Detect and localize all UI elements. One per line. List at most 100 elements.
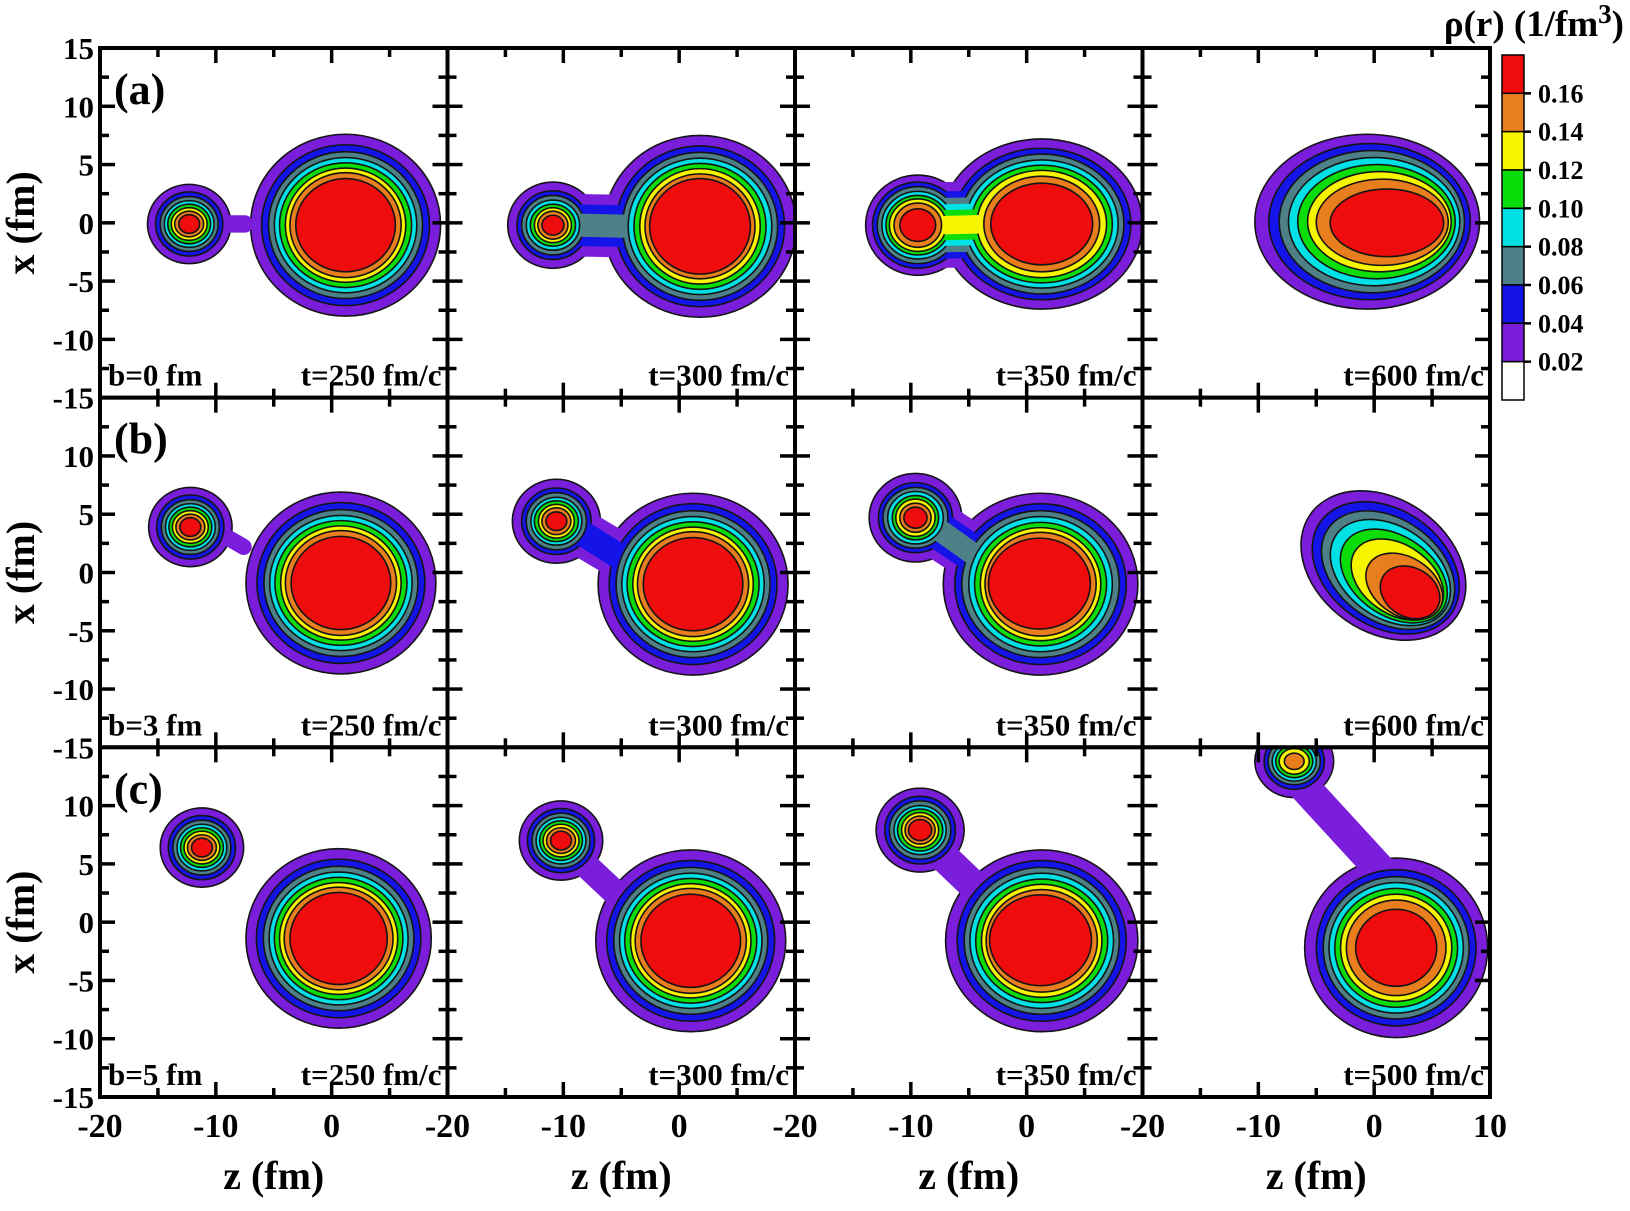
panel-letter-label: (c) xyxy=(114,764,163,813)
panel-b1 xyxy=(100,397,448,748)
panel-ticks xyxy=(447,397,795,748)
colorbar-tick-label: 0.12 xyxy=(1538,156,1584,185)
x-axis-title: z (fm) xyxy=(918,1153,1019,1198)
colorbar-segment xyxy=(1501,92,1525,133)
time-label: t=500 fm/c xyxy=(1343,1057,1484,1092)
panel-a4 xyxy=(1142,48,1490,398)
y-tick-label: -15 xyxy=(53,381,94,416)
colorbar-segment xyxy=(1501,169,1525,210)
contour-level-7 xyxy=(899,208,937,243)
time-label: t=350 fm/c xyxy=(996,707,1137,742)
x-tick-label: 0 xyxy=(671,1108,688,1145)
colorbar-segment xyxy=(1501,54,1525,95)
contour-level-7 xyxy=(989,182,1094,266)
contour-level-7 xyxy=(987,537,1092,630)
time-label: t=350 fm/c xyxy=(996,358,1137,393)
x-tick-label: -20 xyxy=(425,1108,470,1145)
colorbar-tick-label: 0.16 xyxy=(1538,79,1584,108)
colorbar-tick-label: 0.06 xyxy=(1538,271,1584,300)
contour-level-7 xyxy=(1354,908,1438,988)
contour-level-7 xyxy=(907,818,933,842)
y-tick-label: -10 xyxy=(53,322,94,357)
panel-b2 xyxy=(447,397,795,748)
y-axis-title: x (fm) xyxy=(0,171,43,274)
y-tick-label: -15 xyxy=(53,730,94,765)
panel-c1 xyxy=(100,747,448,1097)
x-tick-label: -20 xyxy=(1120,1108,1165,1145)
y-tick-label: -5 xyxy=(68,614,94,649)
time-label: t=300 fm/c xyxy=(648,1057,789,1092)
y-tick-label: 0 xyxy=(79,556,95,591)
contour-level-7 xyxy=(541,214,565,236)
x-tick-label: 0 xyxy=(1018,1108,1035,1145)
colorbar-segment xyxy=(1501,245,1525,286)
impact-parameter-label: b=5 fm xyxy=(108,1057,202,1092)
colorbar-tick-label: 0.04 xyxy=(1538,309,1584,338)
x-axis-title: z (fm) xyxy=(223,1153,324,1198)
x-tick-label: -10 xyxy=(1236,1108,1281,1145)
contour-level-7 xyxy=(190,837,214,858)
colorbar-tick-label: 0.08 xyxy=(1538,233,1584,262)
contour-level-7 xyxy=(545,511,568,532)
impact-parameter-label: b=0 fm xyxy=(108,358,202,393)
y-axis-title: x (fm) xyxy=(0,871,43,974)
contour-level-7 xyxy=(294,177,397,273)
y-tick-label: -15 xyxy=(53,1080,94,1115)
contour-level-7 xyxy=(903,506,928,530)
y-tick-label: 10 xyxy=(63,439,94,474)
x-tick-label: 0 xyxy=(323,1108,340,1145)
time-label: t=600 fm/c xyxy=(1343,707,1484,742)
contour-level-7 xyxy=(179,516,202,538)
contour-level-6 xyxy=(1283,752,1305,771)
time-label: t=600 fm/c xyxy=(1343,358,1484,393)
y-tick-label: -5 xyxy=(68,264,94,299)
panel-a2 xyxy=(447,48,795,398)
y-tick-label: 5 xyxy=(79,497,95,532)
colorbar-segment xyxy=(1501,284,1525,325)
panel-letter-label: (b) xyxy=(114,415,168,464)
y-tick-label: 5 xyxy=(79,148,95,183)
panel-a3 xyxy=(795,48,1143,398)
contour-neck-level-2 xyxy=(567,213,640,238)
panel-ticks xyxy=(795,48,1143,398)
panel-ticks xyxy=(100,48,448,398)
colorbar-title: ρ(r) (1/fm3) xyxy=(1444,0,1624,45)
panel-b3 xyxy=(795,397,1143,748)
colorbar-tick-label: 0.10 xyxy=(1538,194,1584,223)
x-tick-label: -20 xyxy=(77,1108,122,1145)
x-axis-title: z (fm) xyxy=(571,1153,672,1198)
colorbar-tick-label: 0.14 xyxy=(1538,118,1584,147)
y-tick-label: -10 xyxy=(53,672,94,707)
panel-ticks xyxy=(1142,397,1490,748)
contour-level-7 xyxy=(642,536,744,632)
time-label: t=250 fm/c xyxy=(301,707,442,742)
contour-level-7 xyxy=(988,893,1093,987)
colorbar-segment xyxy=(1501,130,1525,171)
colorbar-segment xyxy=(1501,322,1525,363)
y-tick-label: 10 xyxy=(63,89,94,124)
panel-a1 xyxy=(100,48,448,398)
contour-level-7 xyxy=(640,893,742,989)
y-tick-label: 0 xyxy=(79,905,95,940)
panel-c3 xyxy=(795,747,1143,1097)
y-axis-title: x (fm) xyxy=(0,521,43,624)
time-label: t=300 fm/c xyxy=(648,358,789,393)
y-tick-label: -5 xyxy=(68,963,94,998)
x-axis-title: z (fm) xyxy=(1266,1153,1367,1198)
colorbar-segment xyxy=(1501,207,1525,248)
panel-ticks xyxy=(100,747,448,1097)
contour-level-7 xyxy=(290,535,392,631)
contour-neck-level-0 xyxy=(921,834,996,907)
panel-c2 xyxy=(447,747,795,1097)
y-tick-label: 10 xyxy=(63,789,94,824)
contour-neck-level-1 xyxy=(569,520,632,569)
time-label: t=250 fm/c xyxy=(301,1057,442,1092)
contour-neck-level-0 xyxy=(221,530,252,555)
contour-level-7 xyxy=(1379,565,1441,620)
x-tick-label: -10 xyxy=(541,1108,586,1145)
colorbar-segment xyxy=(1501,360,1525,401)
contour-neck-level-0 xyxy=(1284,766,1400,889)
contour-level-7 xyxy=(1329,188,1445,258)
contour-neck-level-0 xyxy=(566,846,628,905)
